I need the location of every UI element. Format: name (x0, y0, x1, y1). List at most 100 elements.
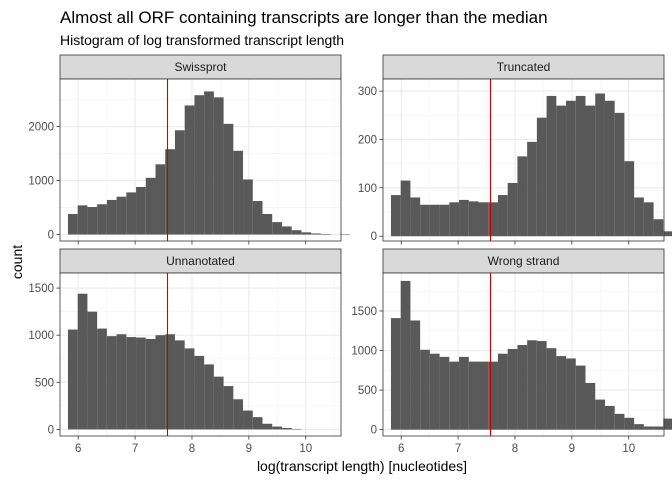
histogram-bar (213, 376, 224, 430)
histogram-bar (624, 417, 635, 430)
histogram-bar (184, 348, 195, 430)
y-tick-label: 1000 (28, 330, 54, 342)
histogram-bar (252, 201, 263, 235)
y-tick-label: 300 (358, 86, 377, 98)
histogram-bar (106, 336, 117, 430)
histogram-bar (106, 199, 117, 235)
histogram-bar (145, 338, 156, 430)
histogram-bar (165, 334, 175, 430)
histogram-bar (340, 234, 351, 235)
histogram-bar (252, 417, 263, 430)
chart-subtitle: Histogram of log transformed transcript … (60, 32, 344, 48)
histogram-bar (527, 141, 537, 237)
chart-title: Almost all ORF containing transcripts ar… (60, 8, 548, 27)
facet-strip-label: Truncated (497, 60, 551, 74)
x-tick-label: 6 (75, 443, 81, 455)
histogram-bar (497, 353, 508, 430)
histogram-bar (291, 230, 302, 235)
histogram-bar (468, 361, 479, 430)
histogram-bar (556, 356, 567, 430)
histogram-bar (478, 202, 489, 237)
histogram-bar (595, 399, 605, 430)
facet-strip-label: Swissprot (174, 60, 227, 74)
histogram-bar (87, 206, 98, 235)
histogram-bar (136, 187, 146, 235)
histogram-bar (566, 100, 576, 237)
histogram-bar (634, 197, 644, 237)
y-axis-title: count (9, 245, 25, 279)
histogram-bar (390, 318, 401, 430)
histogram-bar (145, 177, 156, 235)
x-tick-label: 8 (512, 443, 518, 455)
histogram-bar (585, 382, 596, 430)
histogram-bar (77, 293, 88, 430)
histogram-bar (614, 413, 625, 430)
y-tick-label: 500 (35, 377, 54, 389)
y-tick-label: 1500 (28, 283, 54, 295)
x-tick-label: 9 (569, 443, 575, 455)
histogram-bar (459, 356, 469, 430)
histogram-bar (400, 180, 411, 237)
histogram-bar (585, 105, 596, 237)
histogram-bar (410, 197, 421, 237)
histogram-bar (67, 214, 78, 235)
histogram-bar (97, 328, 107, 430)
y-tick-label: 200 (358, 134, 377, 146)
histogram-bar (400, 280, 411, 430)
facet-panels: Swissprot010002000Truncated0100200300Unn… (28, 54, 672, 455)
histogram-bar (624, 161, 635, 237)
histogram-bar (527, 340, 537, 430)
histogram-bar (468, 201, 479, 237)
histogram-bar (546, 348, 557, 430)
histogram-bar (155, 164, 166, 235)
histogram-bar (429, 353, 440, 430)
histogram-bar (233, 399, 244, 430)
histogram-bar (429, 204, 440, 237)
x-tick-label: 10 (622, 443, 635, 455)
histogram-bar (566, 358, 576, 430)
histogram-bar (439, 204, 450, 237)
facet-strip (59, 54, 342, 80)
histogram-bar (536, 341, 547, 430)
x-tick-label: 10 (299, 443, 312, 455)
histogram-bar (174, 130, 185, 235)
histogram-bar (420, 204, 430, 237)
facet-panel: Wrong strand 0 500 1000 1500 6 7 8 9 10 (351, 248, 672, 455)
histogram-bar (507, 182, 518, 237)
histogram-bar (653, 426, 664, 430)
x-tick-label: 9 (246, 443, 252, 455)
histogram-bar (478, 361, 489, 430)
histogram-bar (517, 345, 528, 430)
panel-border (59, 78, 342, 242)
histogram-bar (204, 91, 214, 235)
histogram-bar (536, 117, 547, 237)
x-tick-label: 7 (455, 443, 461, 455)
histogram-bar (136, 337, 146, 430)
histogram-bar (213, 97, 224, 235)
histogram-bar (67, 329, 78, 430)
histogram-bar (643, 426, 654, 430)
histogram-bar (634, 424, 644, 430)
histogram-bar (272, 426, 282, 430)
histogram-bar (390, 195, 401, 237)
histogram-bar (194, 355, 205, 430)
x-tick-label: 7 (132, 443, 138, 455)
histogram-bar (116, 196, 127, 235)
histogram-bar (663, 231, 672, 237)
histogram-bar (420, 349, 430, 430)
facet-panel: Truncated 0 100 200 300 (358, 54, 672, 245)
panel-border (382, 272, 665, 437)
histogram-bar (262, 214, 273, 235)
histogram-bar (439, 356, 450, 430)
histogram-bar (497, 195, 508, 237)
facet-strip-label: Unnanotated (166, 254, 235, 268)
histogram-bar (556, 105, 567, 237)
panel-border (382, 78, 665, 242)
histogram-bar (614, 112, 625, 237)
y-tick-label: 1000 (351, 346, 377, 358)
histogram-bar (194, 95, 205, 235)
histogram-bar (663, 418, 672, 430)
y-tick-label: 0 (371, 231, 377, 243)
histogram-bar (604, 405, 615, 430)
